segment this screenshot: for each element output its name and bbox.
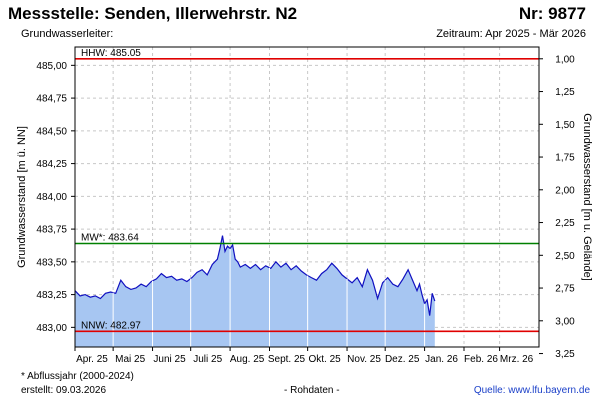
y-tick-label: 484,25 <box>36 159 67 170</box>
created-date: erstellt: 09.03.2026 <box>21 385 107 396</box>
y2-tick-label: 1,75 <box>555 153 575 164</box>
water-level-line <box>74 235 436 316</box>
y2-tick-label: 1,00 <box>555 54 575 65</box>
y-axis-left: 483,00 483,25 483,50 483,75 484,00 484,25 484,… <box>36 61 75 334</box>
y-tick-label: 484,50 <box>36 126 67 137</box>
x-tick-label: Juli 25 <box>193 354 222 365</box>
area-series <box>74 235 436 347</box>
y-axis-right: 1,00 1,25 1,50 1,75 2,00 2,25 2,50 2,75 3,00 3,25 <box>539 54 575 360</box>
y-tick-label: 483,00 <box>36 323 67 334</box>
aquifer-label: Grundwasserleiter: <box>21 28 114 40</box>
x-tick-label: Feb. 26 <box>464 354 498 365</box>
y-axis-label: Grundwasserstand [m ü. NN] <box>16 126 28 268</box>
x-tick-label: Dez. 25 <box>385 354 420 365</box>
y2-tick-label: 1,25 <box>555 87 575 98</box>
y-tick-label: 483,50 <box>36 257 67 268</box>
footnote: * Abflussjahr (2000-2024) <box>21 371 134 382</box>
x-tick-label: Sept. 25 <box>268 354 306 365</box>
x-tick-label: Mai 25 <box>115 354 145 365</box>
x-tick-label: Juni 25 <box>153 354 186 365</box>
y-tick-label: 483,75 <box>36 225 67 236</box>
y2-tick-label: 2,00 <box>555 185 575 196</box>
y-tick-label: 483,25 <box>36 290 67 301</box>
ref-label-nnw: NNW: 482.97 <box>81 320 141 331</box>
y-tick-label: 484,00 <box>36 192 67 203</box>
y2-tick-label: 2,50 <box>555 251 575 262</box>
x-tick-label: Mrz. 26 <box>500 354 534 365</box>
y2-tick-label: 2,75 <box>555 284 575 295</box>
y-tick-label: 485,00 <box>36 61 67 72</box>
station-title: Messstelle: Senden, Illerwehrstr. N2 <box>8 4 298 23</box>
y2-axis-label: Grundwasserstand [m u. Gelände] <box>581 113 593 281</box>
y2-tick-label: 2,25 <box>555 218 575 229</box>
ref-label-hhw: HHW: 485.05 <box>81 48 141 59</box>
x-tick-label: Aug. 25 <box>230 354 265 365</box>
reference-lines: HHW: 485.05 MW*: 483.64 NNW: 482.97 <box>75 48 539 333</box>
station-number: Nr: 9877 <box>518 4 586 23</box>
water-level-area <box>75 235 435 347</box>
x-tick-label: Apr. 25 <box>76 354 108 365</box>
y2-tick-label: 3,00 <box>555 316 575 327</box>
x-tick-label: Okt. 25 <box>309 354 342 365</box>
y2-tick-label: 1,50 <box>555 120 575 131</box>
plot-frame <box>74 46 540 348</box>
ref-label-mw: MW*: 483.64 <box>81 233 139 244</box>
x-axis: Apr. 25 Mai 25 Juni 25 Juli 25 Aug. 25 Sept. … <box>74 347 534 365</box>
source-link[interactable]: Quelle: www.lfu.bayern.de <box>473 385 590 396</box>
raw-data-note: - Rohdaten - <box>284 385 340 396</box>
y-tick-label: 484,75 <box>36 94 67 105</box>
x-tick-label: Jan. 26 <box>425 354 458 365</box>
x-tick-label: Nov. 25 <box>347 354 381 365</box>
y2-tick-label: 3,25 <box>555 349 575 360</box>
month-lines <box>112 248 426 347</box>
period-label: Zeitraum: Apr 2025 - Mär 2026 <box>436 28 586 40</box>
